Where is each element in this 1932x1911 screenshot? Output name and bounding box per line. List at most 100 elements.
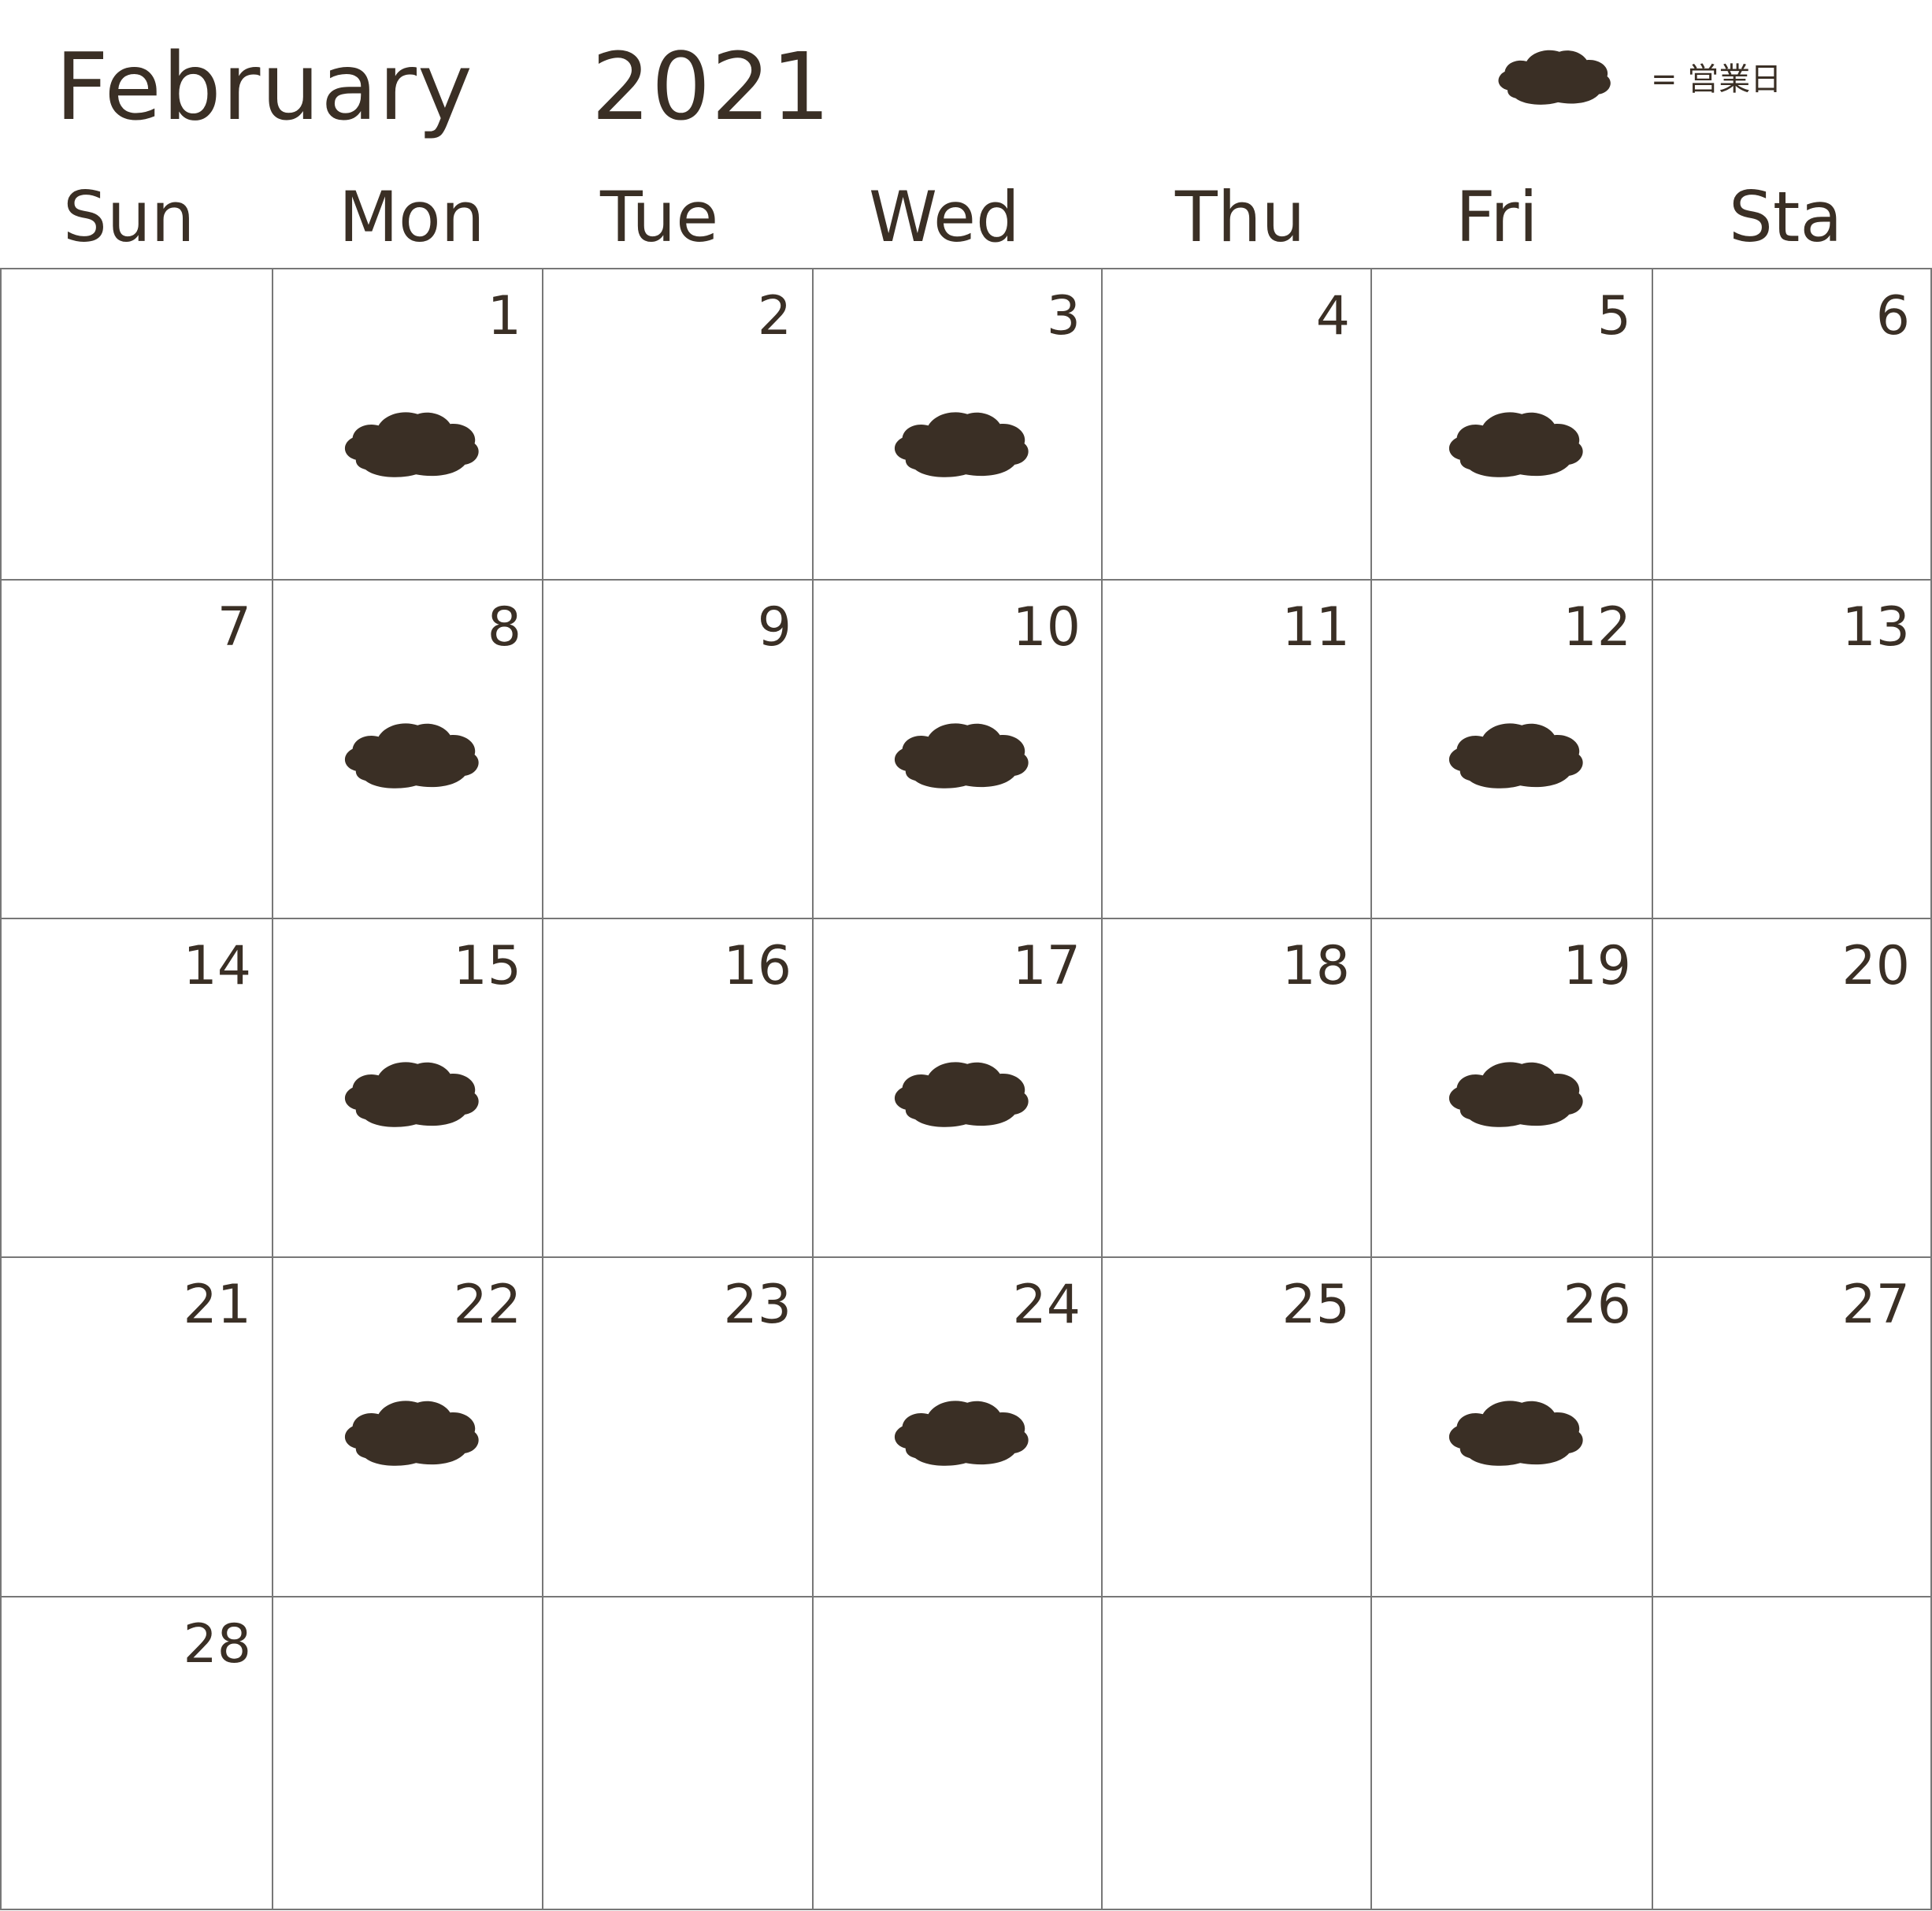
weekday-mon: Mon [339, 176, 485, 258]
weekday-wed: Wed [869, 176, 1020, 258]
day-cell-week4-fri: 26 [1370, 1256, 1652, 1596]
grid-vertical-line [812, 268, 814, 1909]
calendar-title: February 2021 [55, 16, 831, 158]
day-number: 10 [1012, 596, 1081, 659]
day-number: 1 [487, 285, 521, 347]
day-number: 13 [1841, 596, 1910, 659]
grid-vertical-line [542, 268, 543, 1909]
weekday-sun: Sun [63, 176, 195, 258]
day-cell-week3-wed: 17 [812, 918, 1101, 1256]
year-label: 2021 [591, 32, 832, 141]
day-number: 28 [183, 1613, 251, 1675]
grid-horizontal-line [0, 579, 1932, 581]
weekday-thu: Thu [1175, 176, 1306, 258]
weekday-sat: Sta [1729, 176, 1843, 258]
day-number: 8 [487, 596, 521, 659]
day-cell-week2-tue: 9 [542, 579, 812, 918]
day-number: 6 [1875, 285, 1910, 347]
day-cell-week5-sun: 28 [0, 1596, 272, 1909]
day-cell-week2-sat: 13 [1652, 579, 1930, 918]
day-cell-week2-thu: 11 [1101, 579, 1370, 918]
day-number: 4 [1315, 285, 1350, 347]
grid-vertical-line [272, 268, 273, 1909]
legend: = 営業日 [1493, 41, 1782, 112]
day-number: 5 [1596, 285, 1631, 347]
open-day-icon [894, 1401, 1029, 1466]
day-number: 17 [1012, 935, 1081, 997]
weekday-header-row: Sun Mon Tue Wed Thu Fri Sta [0, 169, 1932, 264]
weekday-fri: Fri [1455, 176, 1538, 258]
day-cell-week5-tue [542, 1596, 812, 1909]
day-cell-week3-mon: 15 [272, 918, 542, 1256]
day-cell-week4-wed: 24 [812, 1256, 1101, 1596]
day-cell-week1-tue: 2 [542, 268, 812, 579]
day-number: 26 [1563, 1274, 1631, 1336]
day-cell-week5-thu [1101, 1596, 1370, 1909]
day-cell-week5-sat [1652, 1596, 1930, 1909]
month-label: February [55, 32, 473, 141]
day-cell-week4-tue: 23 [542, 1256, 812, 1596]
day-cell-week3-fri: 19 [1370, 918, 1652, 1256]
day-cell-week4-mon: 22 [272, 1256, 542, 1596]
cloud-blob-icon [1498, 50, 1611, 105]
day-cell-week3-sat: 20 [1652, 918, 1930, 1256]
day-number: 23 [723, 1274, 792, 1336]
grid-vertical-line [1101, 268, 1103, 1909]
day-cell-week3-tue: 16 [542, 918, 812, 1256]
day-cell-week3-sun: 14 [0, 918, 272, 1256]
grid-vertical-line [0, 268, 2, 1909]
day-number: 7 [217, 596, 251, 659]
day-number: 25 [1281, 1274, 1350, 1336]
day-number: 11 [1281, 596, 1350, 659]
day-cell-week2-wed: 10 [812, 579, 1101, 918]
grid-horizontal-line [0, 1909, 1932, 1910]
day-number: 16 [723, 935, 792, 997]
day-cell-week2-sun: 7 [0, 579, 272, 918]
grid-horizontal-line [0, 1256, 1932, 1258]
open-day-icon [344, 1062, 479, 1127]
open-day-icon [1448, 1062, 1583, 1127]
open-day-icon [344, 723, 479, 789]
grid-horizontal-line [0, 268, 1932, 269]
day-cell-week4-thu: 25 [1101, 1256, 1370, 1596]
day-cell-week4-sat: 27 [1652, 1256, 1930, 1596]
day-number: 27 [1841, 1274, 1910, 1336]
weekday-tue: Tue [600, 176, 719, 258]
day-number: 21 [183, 1274, 251, 1336]
open-day-icon [1448, 723, 1583, 789]
open-day-icon [1448, 412, 1583, 477]
day-cell-week1-wed: 3 [812, 268, 1101, 579]
open-day-icon [1448, 1401, 1583, 1466]
day-cell-week1-fri: 5 [1370, 268, 1652, 579]
grid-vertical-line [1930, 268, 1932, 1909]
day-number: 22 [453, 1274, 521, 1336]
grid-vertical-line [1652, 268, 1653, 1909]
open-day-icon [344, 412, 479, 477]
day-cell-week1-thu: 4 [1101, 268, 1370, 579]
grid-horizontal-line [0, 918, 1932, 919]
open-day-icon [344, 1401, 479, 1466]
open-day-icon [894, 412, 1029, 477]
day-number: 9 [757, 596, 792, 659]
legend-label: = 営業日 [1651, 61, 1782, 98]
day-cell-week1-sun [0, 268, 272, 579]
calendar-grid: 1 2 3 4 5 6 7 8 9 10 11 12 13 14 15 16 17 18 19 20 21 22 23 24 2… [0, 268, 1932, 1910]
open-day-icon [894, 723, 1029, 789]
day-cell-week4-sun: 21 [0, 1256, 272, 1596]
day-cell-week2-mon: 8 [272, 579, 542, 918]
grid-vertical-line [1370, 268, 1372, 1909]
day-cell-week5-mon [272, 1596, 542, 1909]
day-cell-week2-fri: 12 [1370, 579, 1652, 918]
day-number: 20 [1841, 935, 1910, 997]
day-number: 15 [453, 935, 521, 997]
day-number: 19 [1563, 935, 1631, 997]
day-number: 18 [1281, 935, 1350, 997]
grid-horizontal-line [0, 1596, 1932, 1597]
day-cell-week5-fri [1370, 1596, 1652, 1909]
day-number: 3 [1046, 285, 1081, 347]
day-cell-week1-mon: 1 [272, 268, 542, 579]
day-number: 2 [757, 285, 792, 347]
day-cell-week1-sat: 6 [1652, 268, 1930, 579]
day-cell-week5-wed [812, 1596, 1101, 1909]
day-cell-week3-thu: 18 [1101, 918, 1370, 1256]
